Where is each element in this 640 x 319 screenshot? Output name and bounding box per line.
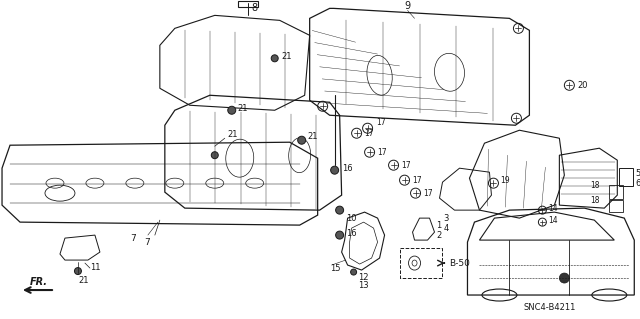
Text: 20: 20 <box>577 81 588 90</box>
Text: SNC4-B4211: SNC4-B4211 <box>523 302 575 312</box>
Text: 18: 18 <box>590 181 599 190</box>
Circle shape <box>351 269 356 275</box>
Text: 21: 21 <box>237 104 248 113</box>
Text: 18: 18 <box>590 196 599 205</box>
Text: 2: 2 <box>436 231 442 240</box>
Text: 11: 11 <box>90 263 100 271</box>
Text: 15: 15 <box>330 263 340 272</box>
Text: 5: 5 <box>636 169 640 178</box>
Text: 16: 16 <box>342 164 352 173</box>
Text: 14: 14 <box>548 216 558 225</box>
Text: 4: 4 <box>444 224 449 233</box>
Text: 17: 17 <box>424 189 433 198</box>
Text: 9: 9 <box>404 1 411 11</box>
Text: 8: 8 <box>252 4 258 13</box>
Bar <box>620 168 633 186</box>
Text: 21: 21 <box>282 52 292 61</box>
Text: 1: 1 <box>436 221 442 230</box>
Text: 12: 12 <box>358 272 368 282</box>
Text: B-50: B-50 <box>449 259 470 268</box>
Text: 10: 10 <box>346 214 356 223</box>
Bar <box>399 248 442 278</box>
Text: 21: 21 <box>308 132 318 141</box>
Circle shape <box>211 152 218 159</box>
Circle shape <box>74 268 81 275</box>
Circle shape <box>228 106 236 114</box>
Text: 16: 16 <box>346 229 356 238</box>
Text: 17: 17 <box>401 161 411 170</box>
Text: 19: 19 <box>500 176 510 185</box>
Circle shape <box>271 55 278 62</box>
Circle shape <box>335 231 344 239</box>
Bar <box>237 1 258 7</box>
Circle shape <box>331 166 339 174</box>
Text: 14: 14 <box>548 204 558 213</box>
Circle shape <box>335 206 344 214</box>
Text: 6: 6 <box>636 179 640 188</box>
Text: 3: 3 <box>444 214 449 223</box>
Text: 7: 7 <box>130 234 136 242</box>
Text: 17: 17 <box>413 176 422 185</box>
Text: 17: 17 <box>365 129 374 138</box>
Bar <box>609 200 623 212</box>
Text: 21: 21 <box>228 130 238 139</box>
Bar <box>609 185 623 199</box>
Text: FR.: FR. <box>30 277 48 287</box>
Text: 17: 17 <box>376 118 386 127</box>
Text: 13: 13 <box>358 280 368 290</box>
Text: 17: 17 <box>378 148 387 157</box>
Text: 21: 21 <box>78 276 88 285</box>
Circle shape <box>298 136 306 144</box>
Circle shape <box>559 273 570 283</box>
Text: 7: 7 <box>144 238 150 247</box>
